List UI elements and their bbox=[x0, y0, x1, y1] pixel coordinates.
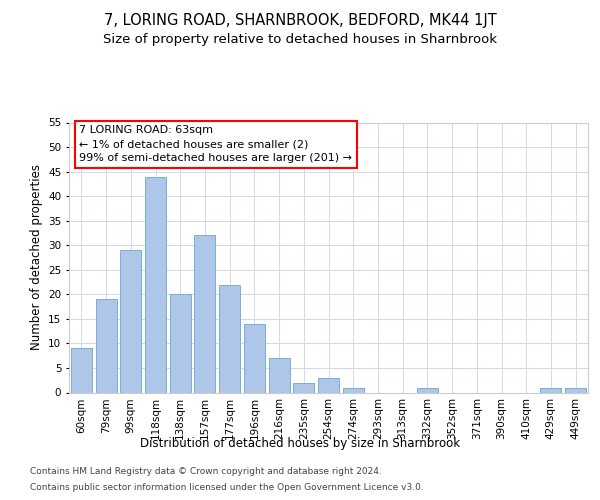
Bar bbox=[194, 236, 215, 392]
Bar bbox=[170, 294, 191, 392]
Text: Distribution of detached houses by size in Sharnbrook: Distribution of detached houses by size … bbox=[140, 438, 460, 450]
Text: 7 LORING ROAD: 63sqm
← 1% of detached houses are smaller (2)
99% of semi-detache: 7 LORING ROAD: 63sqm ← 1% of detached ho… bbox=[79, 125, 352, 163]
Text: 7, LORING ROAD, SHARNBROOK, BEDFORD, MK44 1JT: 7, LORING ROAD, SHARNBROOK, BEDFORD, MK4… bbox=[104, 12, 496, 28]
Bar bbox=[120, 250, 141, 392]
Y-axis label: Number of detached properties: Number of detached properties bbox=[29, 164, 43, 350]
Text: Contains HM Land Registry data © Crown copyright and database right 2024.: Contains HM Land Registry data © Crown c… bbox=[30, 468, 382, 476]
Bar bbox=[269, 358, 290, 392]
Bar bbox=[145, 176, 166, 392]
Bar bbox=[95, 299, 116, 392]
Bar bbox=[318, 378, 339, 392]
Bar bbox=[343, 388, 364, 392]
Bar bbox=[71, 348, 92, 393]
Bar bbox=[293, 382, 314, 392]
Text: Size of property relative to detached houses in Sharnbrook: Size of property relative to detached ho… bbox=[103, 32, 497, 46]
Bar bbox=[244, 324, 265, 392]
Bar bbox=[565, 388, 586, 392]
Bar bbox=[417, 388, 438, 392]
Bar bbox=[541, 388, 562, 392]
Bar bbox=[219, 284, 240, 393]
Text: Contains public sector information licensed under the Open Government Licence v3: Contains public sector information licen… bbox=[30, 484, 424, 492]
